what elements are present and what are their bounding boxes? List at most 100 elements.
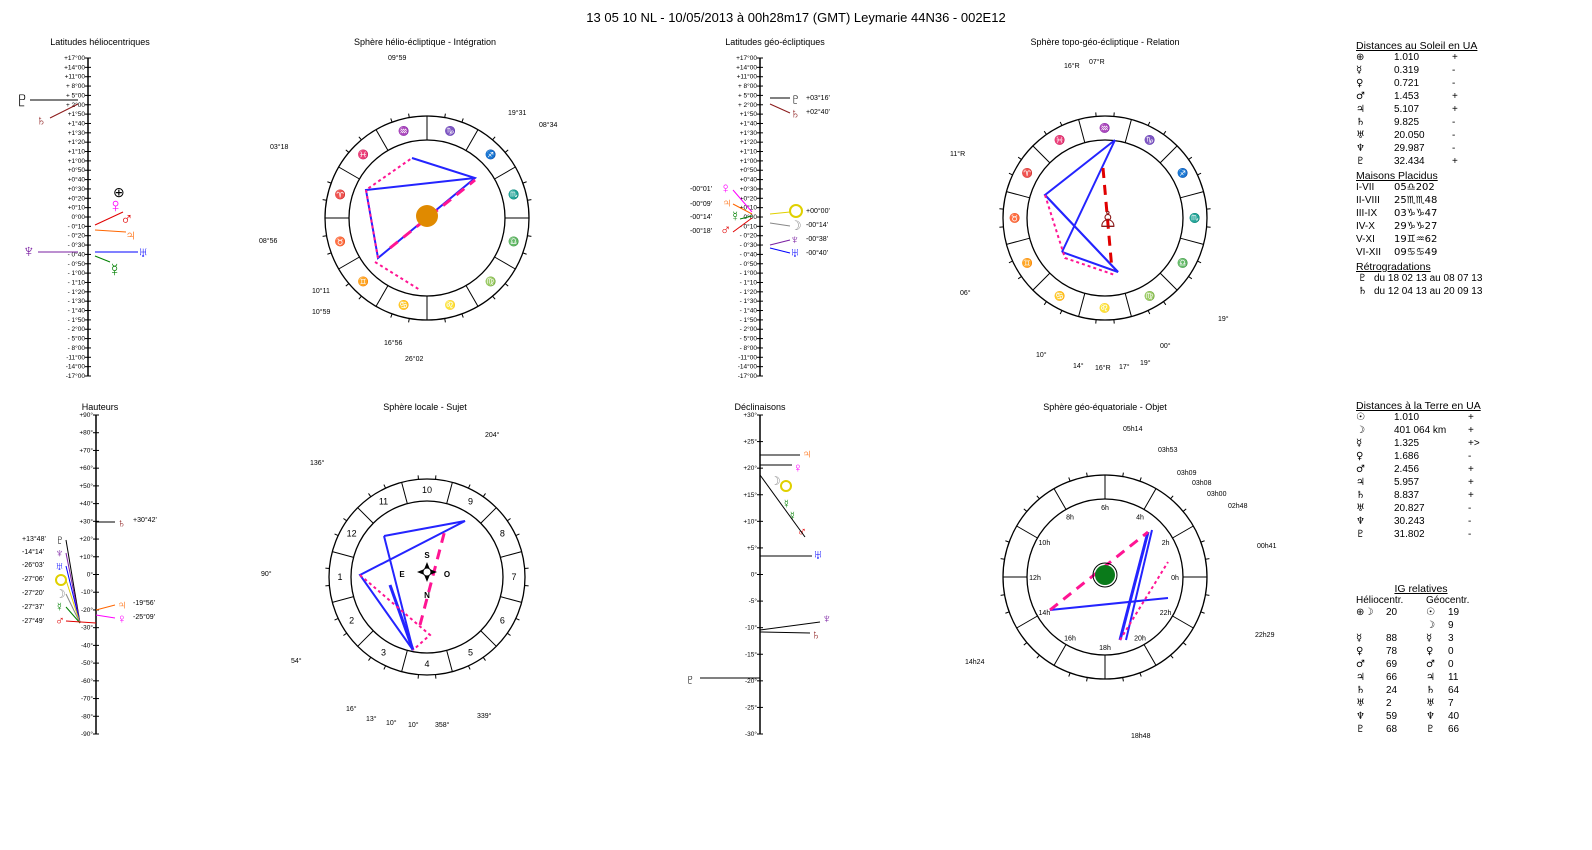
haut-label: -19°56' xyxy=(133,600,156,607)
moon-icon: ☽ xyxy=(790,218,802,233)
geo-eq-hour-label: 20h xyxy=(1134,636,1146,643)
ig-value: 3 xyxy=(1448,633,1454,644)
topo-sector-label: ♉ xyxy=(1009,212,1020,223)
venus-icon: ♀ xyxy=(117,611,127,626)
distance-value: 1.010 xyxy=(1394,412,1420,423)
haut-label: -27°37' xyxy=(22,604,45,611)
helio-sector-label: ♒ xyxy=(398,125,409,136)
lat-geo-label: -00°14' xyxy=(690,214,713,221)
lat-helio-tick-label: +1°20 xyxy=(68,138,86,146)
pluto-icon: ♇ xyxy=(55,532,65,547)
planet-icon: ♃ xyxy=(1426,672,1435,683)
topo-sector-label: ♑ xyxy=(1144,134,1155,145)
geo-eq-hour-label: 16h xyxy=(1064,636,1076,643)
lat-geo-tick-label: +1°30 xyxy=(740,129,758,137)
hauteurs-tick-label: +40° xyxy=(79,500,93,508)
lat-geo-tick-label: - 8°00 xyxy=(740,344,758,352)
compass-letter: E xyxy=(399,570,405,579)
topo-sector-label: ♌ xyxy=(1099,302,1110,313)
trend-sign: + xyxy=(1468,464,1474,475)
helio-sector-label: ♋ xyxy=(398,299,409,310)
mercury-icon: ☿ xyxy=(782,497,791,511)
lat-geo-tick-label: -11°00 xyxy=(738,353,757,361)
planet-icon: ♆ xyxy=(1356,516,1365,527)
geo-eq-label: 03h53 xyxy=(1158,447,1178,454)
lat-helio-tick-label: +1°00 xyxy=(68,157,86,165)
locale-sector-label: 12 xyxy=(347,529,357,539)
planet-icon: ♀ xyxy=(1356,78,1364,89)
lat-helio-tick-label: 0°00 xyxy=(72,213,86,221)
locale-label: 13° xyxy=(366,716,377,723)
planet-icon: ♂ xyxy=(1356,659,1365,670)
planet-icon: ☉ xyxy=(1426,607,1435,618)
helio-sector-label: ♑ xyxy=(445,125,456,136)
lat-geo-tick-label: + 5°00 xyxy=(738,91,757,99)
panel-title-sphere-helio: Sphère hélio-écliptique - Intégration xyxy=(353,37,497,47)
house-name: IV-X xyxy=(1356,221,1375,232)
lat-helio-tick-label: - 2°00 xyxy=(68,325,86,333)
planet-icon: ♅ xyxy=(1426,698,1435,709)
declinaisons-tick-label: +15° xyxy=(743,491,757,499)
ig-value: 59 xyxy=(1386,711,1398,722)
hauteurs-tick-label: -30° xyxy=(81,624,93,632)
lat-helio-tick-label: - 1°30 xyxy=(68,297,86,305)
lat-helio-tick-label: - 1°20 xyxy=(68,288,86,296)
lat-geo-label: -00°01' xyxy=(690,186,713,193)
lat-geo-tick-label: - 1°50 xyxy=(740,316,758,324)
declinaisons-tick-label: -30° xyxy=(745,730,757,738)
ig-value: 68 xyxy=(1386,724,1398,735)
mercury-icon: ☿ xyxy=(730,208,741,224)
pluto-icon: ♇ xyxy=(14,87,31,112)
planet-icon: ♅ xyxy=(1356,698,1365,709)
houses-heading: Maisons Placidus xyxy=(1356,170,1438,182)
topo-sector-label: ♈ xyxy=(1021,167,1032,178)
planet-icon: ♇ xyxy=(1356,724,1365,735)
geo-eq-hour-label: 10h xyxy=(1039,540,1051,547)
planet-icon: ♂ xyxy=(1356,464,1365,475)
hauteurs-tick-label: -70° xyxy=(81,695,93,703)
saturn-icon: ♄ xyxy=(36,112,47,128)
panel-title-lat-geo: Latitudes géo-écliptiques xyxy=(725,37,825,47)
compass-letter: N xyxy=(424,591,430,600)
planet-icon: ♂ xyxy=(1356,91,1365,102)
distance-value: 29.987 xyxy=(1394,143,1425,154)
lat-geo-tick-label: +1°00 xyxy=(740,157,758,165)
lat-helio-tick-label: +1°40 xyxy=(68,119,86,127)
jupiter-icon: ♃ xyxy=(117,597,127,612)
trend-sign: - xyxy=(1468,529,1472,540)
lat-helio-tick-label: -14°00 xyxy=(66,363,86,371)
topo-label: 19° xyxy=(1218,316,1229,323)
topo-label: 11°R xyxy=(950,151,966,158)
house-name: V-XI xyxy=(1356,234,1375,245)
geo-eq-label: 18h48 xyxy=(1131,733,1151,740)
planet-icon: ♇ xyxy=(1356,529,1365,540)
trend-sign: + xyxy=(1452,52,1458,63)
geo-eq-hour-label: 18h xyxy=(1099,645,1111,652)
mars-icon: ♂ xyxy=(55,613,65,628)
lat-helio-tick-label: +0°30 xyxy=(68,185,86,193)
lat-geo-scale: +17°00+14°00 +11°00+ 8°00+ 5°00 + 2°00+1°5… xyxy=(736,54,763,380)
distance-value: 1.453 xyxy=(1394,91,1420,102)
lat-geo-tick-label: +1°50 xyxy=(740,110,758,118)
sun-distance-table: Distances au Soleil en UA ⊕ 1.010 + ☿ 0.319 -… xyxy=(1356,40,1486,301)
house-name: VI-XII xyxy=(1356,247,1382,258)
geo-eq-hour-label: 6h xyxy=(1101,505,1109,512)
geo-eq-label: 02h48 xyxy=(1228,503,1248,510)
planet-icon: ♇ xyxy=(1426,724,1435,735)
topo-sector-label: ♓ xyxy=(1054,134,1065,145)
hauteurs-tick-label: -60° xyxy=(81,677,93,685)
helio-sector-label: ♐ xyxy=(485,148,496,159)
geo-eq-hour-label: 0h xyxy=(1171,575,1179,582)
ig-rows: ⊕☽ 20 ☉ 19 ☽ 9 ☿ 88 ☿ 3 ♀ 78 ♀ 0 ♂ 69 ♂ 0 ♃ 66 ♃ 11 ♄ 24 ♄ 64 ♅ 2 ♅ 7… xyxy=(1356,607,1486,739)
helio-sector-label: ♓ xyxy=(358,148,369,159)
hauteurs-tick-label: -40° xyxy=(81,641,93,649)
distance-value: 1.010 xyxy=(1394,52,1420,63)
ig-heading: IG relatives xyxy=(1394,583,1448,595)
distance-value: 0.319 xyxy=(1394,65,1420,76)
planet-icon: ♃ xyxy=(1356,104,1365,115)
lat-geo-label: -00°38' xyxy=(806,236,829,243)
geo-eq-label: 00h41 xyxy=(1257,543,1277,550)
ig-value: 40 xyxy=(1448,711,1460,722)
distance-value: 2.456 xyxy=(1394,464,1420,475)
hauteurs-tick-label: +20° xyxy=(79,535,93,543)
